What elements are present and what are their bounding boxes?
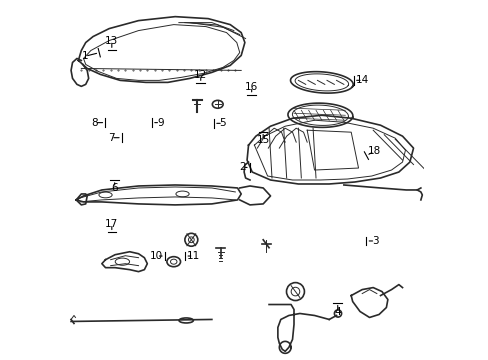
Text: 9: 9 xyxy=(157,118,163,128)
Text: 15: 15 xyxy=(256,135,269,145)
Text: 16: 16 xyxy=(244,82,258,92)
Text: 5: 5 xyxy=(219,118,226,128)
Text: 14: 14 xyxy=(355,75,369,85)
Text: 1: 1 xyxy=(81,51,88,61)
Text: 6: 6 xyxy=(111,183,118,193)
Text: 2: 2 xyxy=(239,162,245,172)
Text: 4: 4 xyxy=(334,307,340,317)
Text: 17: 17 xyxy=(105,219,118,229)
Text: 18: 18 xyxy=(367,146,380,156)
Text: 12: 12 xyxy=(194,70,207,80)
Text: 8: 8 xyxy=(91,118,98,128)
Text: 13: 13 xyxy=(105,36,118,46)
Text: 11: 11 xyxy=(186,251,200,261)
Text: 7: 7 xyxy=(107,133,114,143)
Text: 10: 10 xyxy=(150,251,163,261)
Text: 3: 3 xyxy=(371,236,378,246)
